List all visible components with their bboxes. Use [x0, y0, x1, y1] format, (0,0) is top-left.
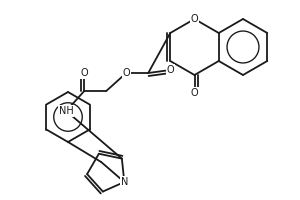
Text: N: N — [121, 177, 128, 187]
Text: O: O — [191, 88, 198, 98]
Text: NH: NH — [59, 106, 74, 116]
Text: O: O — [122, 68, 130, 78]
Text: O: O — [191, 14, 198, 24]
Text: O: O — [80, 68, 88, 78]
Text: O: O — [167, 65, 174, 75]
